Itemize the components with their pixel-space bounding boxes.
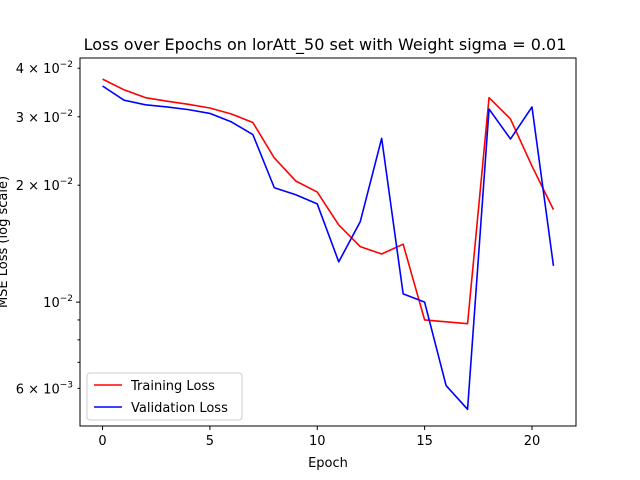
chart-title: Loss over Epochs on lorAtt_50 set with W… <box>84 35 567 55</box>
plot-lines <box>102 78 555 411</box>
y-tick-label: 6 × 10−3 <box>16 380 73 397</box>
legend: Training Loss Validation Loss <box>86 372 243 421</box>
legend-label-validation-loss: Validation Loss <box>131 401 228 416</box>
y-tick-label: 2 × 10−2 <box>16 177 73 194</box>
x-tick-label: 5 <box>206 434 214 449</box>
x-tick-label: 15 <box>416 434 433 449</box>
y-tick-label: 10−2 <box>43 294 73 311</box>
x-tick-label: 10 <box>309 434 326 449</box>
x-axis-label: Epoch <box>308 456 348 471</box>
y-axis-label: MSE Loss (log scale) <box>0 176 11 308</box>
plot-frame <box>79 57 577 427</box>
legend-label-training-loss: Training Loss <box>130 379 215 394</box>
y-axis-ticks: 10−2 6 × 10−3 2 × 10−2 3 × 10−2 4 × 10−2 <box>16 60 80 397</box>
series-line-validation-loss <box>102 85 555 411</box>
x-tick-label: 20 <box>524 434 541 449</box>
series-line-training-loss <box>102 78 555 325</box>
legend-box <box>86 372 243 421</box>
x-axis-ticks: 0 5 10 15 20 <box>98 426 540 449</box>
x-tick-label: 0 <box>98 434 106 449</box>
y-tick-label: 3 × 10−2 <box>16 109 73 126</box>
y-tick-label: 4 × 10−2 <box>16 60 73 77</box>
